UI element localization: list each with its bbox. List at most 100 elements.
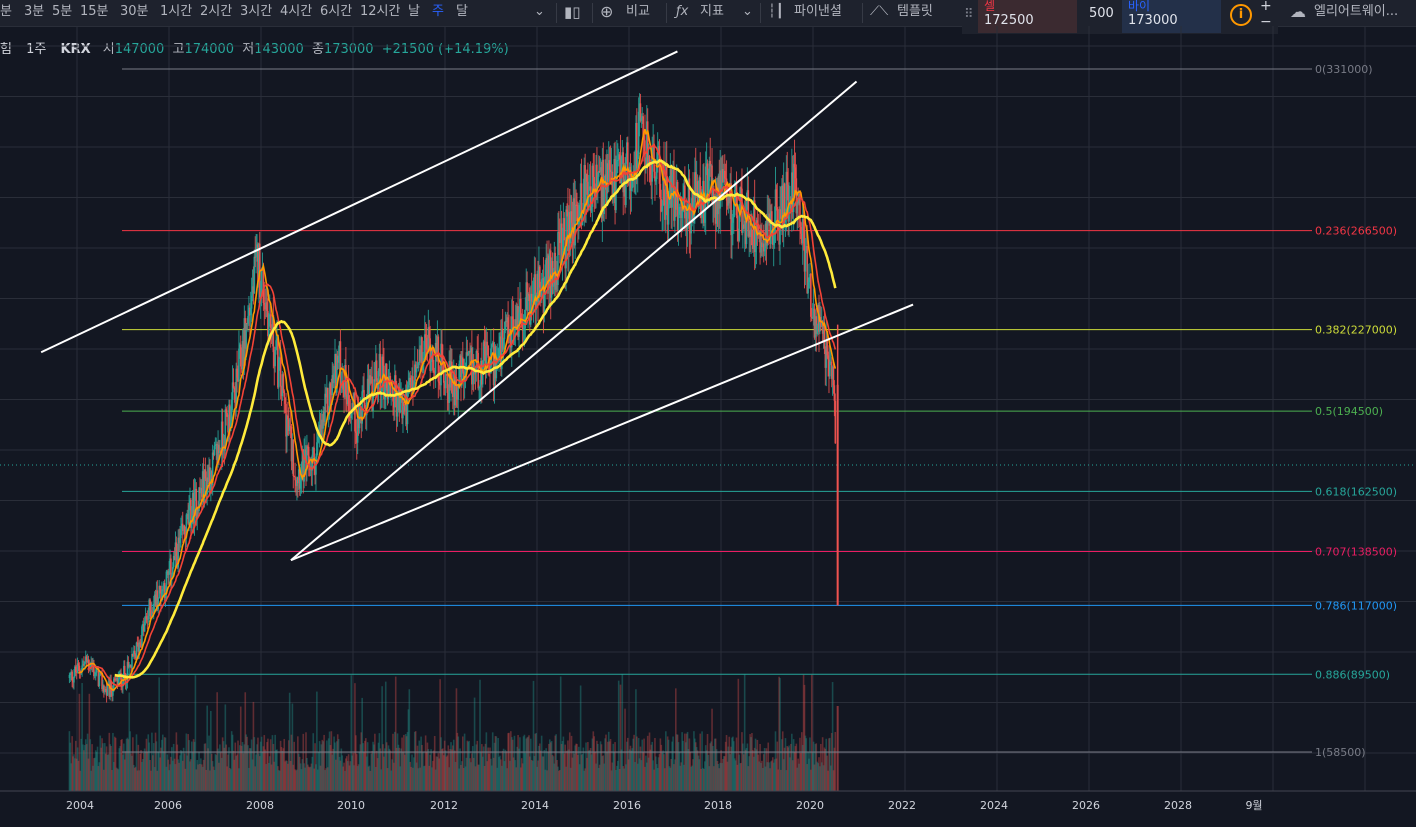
volume-bar (379, 748, 382, 791)
add-compare-icon[interactable]: ⊕ (600, 2, 614, 21)
volume-bar (204, 743, 207, 791)
drag-handle-icon[interactable]: ⠿ (964, 7, 974, 22)
volume-bar (339, 760, 342, 791)
candle-body (602, 159, 605, 215)
candles-icon[interactable]: ▮▯ (564, 3, 581, 21)
candle-body (645, 121, 648, 168)
candle-body (74, 666, 77, 673)
volume-bar (142, 752, 145, 791)
interval-12[interactable]: 주 (432, 4, 444, 19)
candle-body (82, 664, 84, 666)
candle-body (504, 321, 507, 331)
candle-body (499, 336, 501, 349)
volume-bar (191, 751, 194, 791)
volume-bar (78, 693, 81, 791)
toolbar-divider (760, 3, 761, 23)
volume-bar (762, 767, 764, 791)
price-chart[interactable]: 0(331000)0.236(266500)0.382(227000)0.5(1… (0, 26, 1416, 827)
volume-bar (116, 768, 119, 791)
indicators-button[interactable]: 지표 (700, 4, 724, 19)
volume-bar (654, 738, 656, 791)
volume-bar (304, 767, 306, 791)
volume-bar (674, 688, 677, 791)
volume-bar (392, 733, 394, 791)
volume-bar (161, 734, 164, 791)
volume-bar (830, 733, 833, 791)
candle-body (205, 478, 208, 495)
interval-10[interactable]: 12시간 (360, 4, 401, 19)
chevron-down-icon[interactable]: ⌄ (534, 4, 545, 19)
volume-bar (759, 743, 761, 791)
volume-bar (542, 756, 545, 791)
volume-bar (753, 747, 756, 791)
ma-slow-line (114, 158, 837, 679)
volume-bar (703, 761, 706, 791)
templates-icon[interactable]: ⟋⟍ (870, 4, 889, 19)
candle-body (510, 329, 512, 348)
zoom-out-button[interactable]: − (1260, 14, 1272, 30)
info-icon[interactable]: i (1230, 4, 1252, 26)
volume-bar (675, 734, 678, 791)
trend-lines[interactable] (40, 50, 914, 562)
volume-bar (632, 738, 634, 791)
interval-8[interactable]: 4시간 (280, 4, 313, 19)
volume-bar (820, 743, 822, 791)
volume-bar (498, 757, 500, 791)
x-tick-label: 2004 (66, 799, 94, 812)
interval-5[interactable]: 1시간 (160, 4, 193, 19)
candle-body (144, 616, 147, 622)
interval-3[interactable]: 15분 (80, 4, 109, 19)
volume-bar (79, 770, 82, 791)
candle-body (568, 212, 570, 252)
candle-body (609, 169, 612, 173)
candle-body (185, 514, 188, 539)
function-icon[interactable]: ƒx (676, 4, 689, 19)
sell-button[interactable]: 셀 172500 (978, 0, 1077, 33)
templates-button[interactable]: 템플릿 (897, 4, 933, 19)
candle-body (343, 389, 345, 397)
financials-button[interactable]: 파이낸셜 (794, 4, 842, 19)
volume-bar (694, 738, 696, 791)
interval-0[interactable]: 분 (0, 4, 12, 19)
volume-bar (682, 740, 684, 791)
volume-bar (474, 766, 477, 791)
bar-chart-icon[interactable]: ┆┃ (768, 4, 784, 19)
compare-button[interactable]: 비교 (626, 4, 650, 19)
alerts-button[interactable]: 엘리어트웨이... (1314, 4, 1399, 19)
candle-body (800, 233, 803, 244)
interval-2[interactable]: 5분 (52, 4, 73, 19)
volume-bar (432, 750, 435, 791)
candle-body (295, 480, 297, 486)
cloud-icon[interactable]: ☁ (1290, 2, 1306, 21)
candle-body (130, 665, 132, 669)
interval-9[interactable]: 6시간 (320, 4, 353, 19)
interval-4[interactable]: 30분 (120, 4, 149, 19)
candle-body (135, 642, 138, 659)
volume-bar (726, 761, 729, 791)
candle-body (379, 353, 382, 395)
interval-13[interactable]: 달 (456, 4, 468, 19)
interval-7[interactable]: 3시간 (240, 4, 273, 19)
buy-button[interactable]: 바이 173000 (1122, 0, 1221, 33)
chevron-down-icon[interactable]: ⌄ (742, 4, 753, 19)
candle-body (103, 685, 105, 692)
zoom-in-button[interactable]: + (1260, 0, 1272, 14)
interval-1[interactable]: 3분 (24, 4, 45, 19)
volume-bar (696, 750, 699, 791)
interval-11[interactable]: 날 (408, 4, 420, 19)
volume-bar (420, 736, 422, 791)
symbol-name[interactable]: 험 (0, 42, 12, 57)
candle-body (814, 316, 817, 338)
volume-bar (823, 747, 826, 791)
volume-bar (115, 767, 118, 791)
candle-body (620, 156, 623, 184)
volume-bar (463, 733, 466, 791)
volume-bar (253, 737, 256, 791)
volume-bar (128, 692, 131, 791)
volume-bar (307, 764, 309, 791)
volume-bar (647, 757, 650, 791)
time-axis[interactable]: 2004 2006 2008 2010 2012 2014 2016 2018 2020 2022… (0, 790, 1416, 827)
candle-body (553, 252, 556, 286)
interval-6[interactable]: 2시간 (200, 4, 233, 19)
volume-bar (250, 739, 253, 791)
